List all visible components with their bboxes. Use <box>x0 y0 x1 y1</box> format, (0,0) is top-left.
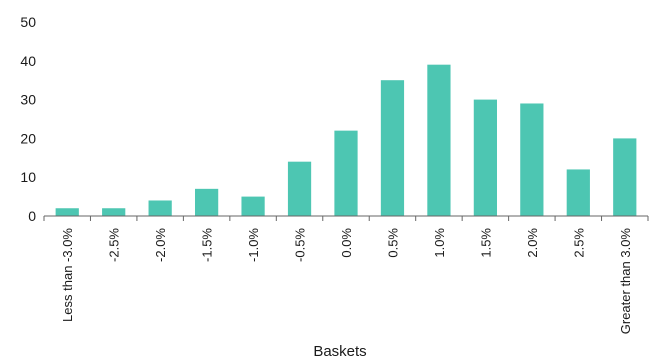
bar <box>334 130 358 216</box>
y-tick-label: 40 <box>20 53 36 69</box>
bars <box>55 64 637 217</box>
bar <box>473 99 497 216</box>
x-axis-label: Baskets <box>313 343 366 360</box>
x-tick-label: 1.0% <box>432 228 447 258</box>
bar <box>520 103 544 216</box>
x-tick-label: Less than -3.0% <box>60 228 75 322</box>
bar <box>613 138 637 216</box>
bar <box>55 208 79 216</box>
x-axis-tick-labels: Less than -3.0% -2.5% -2.0% -1.5% -1.0% -0.5%… <box>60 228 633 335</box>
x-tick-label: 2.0% <box>525 228 540 258</box>
bar <box>380 80 405 216</box>
x-tick-label: Greater than 3.0% <box>618 228 633 335</box>
x-axis-tick-marks <box>43 216 649 221</box>
x-tick-label: 2.5% <box>571 228 586 258</box>
y-tick-label: 30 <box>20 92 36 108</box>
y-tick-label: 50 <box>20 14 36 30</box>
bar <box>148 200 172 216</box>
bar <box>287 161 312 216</box>
y-axis-ticks: 0 10 20 30 40 50 <box>20 14 36 224</box>
bar <box>102 208 126 216</box>
bar <box>566 169 590 216</box>
x-tick-label: -0.5% <box>293 228 308 262</box>
y-tick-label: 0 <box>28 208 36 224</box>
x-tick-label: 1.5% <box>478 228 493 258</box>
x-tick-label: -2.5% <box>107 228 122 262</box>
x-tick-label: 0.0% <box>339 228 354 258</box>
bar <box>427 64 451 217</box>
x-tick-label: -2.0% <box>153 228 168 262</box>
x-tick-label: -1.5% <box>200 228 215 262</box>
x-tick-label: 0.5% <box>385 228 400 258</box>
bar <box>241 196 265 216</box>
y-tick-label: 20 <box>20 130 36 146</box>
x-tick-label: -1.0% <box>246 228 261 262</box>
bar <box>195 188 219 216</box>
y-tick-label: 10 <box>20 169 36 185</box>
